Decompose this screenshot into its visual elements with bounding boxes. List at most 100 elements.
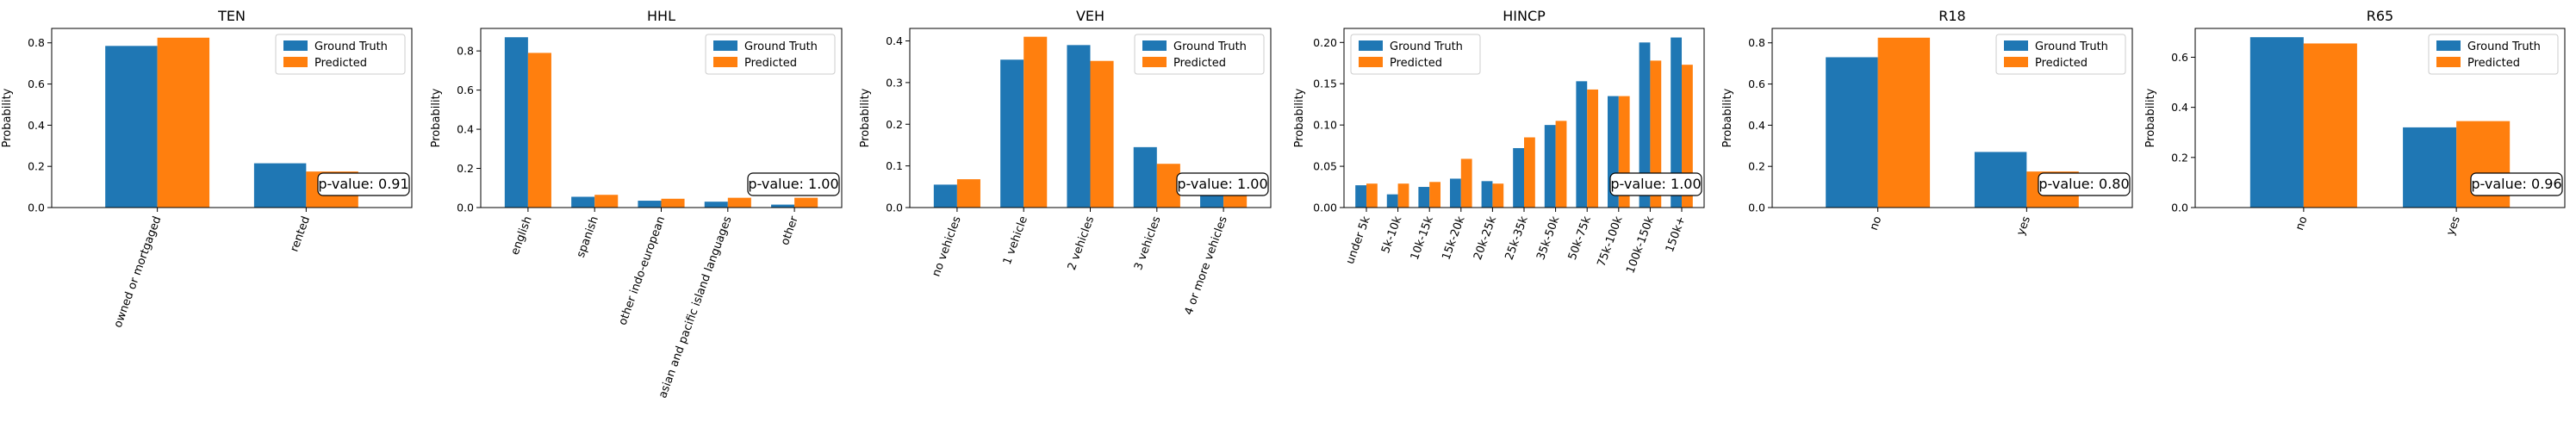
x-tick-label: 15k-20k bbox=[1440, 214, 1467, 262]
x-tick-label: 4 or more vehicles bbox=[1182, 214, 1229, 317]
chart-panel-r18: R18 Probability 0.0 0.2 0.4 0.6 0.8 no yes Ground… bbox=[1721, 8, 2133, 237]
y-tick-label: 0.4 bbox=[886, 34, 903, 47]
legend-label-ground-truth: Ground Truth bbox=[2467, 40, 2541, 53]
legend-label-predicted: Predicted bbox=[1173, 57, 1226, 70]
bar-ground-truth-9 bbox=[1639, 42, 1651, 208]
bar-ground-truth-1 bbox=[571, 196, 595, 208]
p-value-annotation: p-value: 1.00 bbox=[1177, 176, 1267, 192]
legend-swatch-predicted bbox=[2436, 57, 2461, 67]
bar-predicted-9 bbox=[1650, 60, 1662, 208]
x-tick-label: english bbox=[509, 214, 535, 257]
legend-label-ground-truth: Ground Truth bbox=[2035, 40, 2108, 53]
legend-label-ground-truth: Ground Truth bbox=[314, 40, 388, 53]
legend-swatch-ground-truth bbox=[713, 40, 737, 51]
bar-ground-truth-1 bbox=[1000, 59, 1024, 208]
y-tick-label: 0.6 bbox=[457, 84, 474, 96]
x-tick-label: 10k-15k bbox=[1409, 214, 1436, 262]
y-tick-label: 0.2 bbox=[886, 118, 903, 131]
p-value-annotation: p-value: 0.80 bbox=[2038, 176, 2129, 192]
p-value-annotation: p-value: 1.00 bbox=[1610, 176, 1701, 192]
bar-ground-truth-4 bbox=[771, 204, 795, 208]
p-value-box bbox=[317, 172, 410, 196]
legend: Ground Truth Predicted bbox=[275, 34, 406, 75]
y-tick-label: 0.0 bbox=[2171, 202, 2188, 214]
bar-predicted-0 bbox=[956, 179, 980, 208]
legend-swatch-predicted bbox=[1359, 57, 1383, 67]
x-tick-label: 1 vehicle bbox=[1001, 214, 1030, 266]
y-tick-label: 0.2 bbox=[2171, 151, 2188, 164]
axes-frame bbox=[51, 28, 413, 208]
y-tick-label: 0.8 bbox=[28, 36, 45, 49]
bar-predicted-2 bbox=[1090, 60, 1114, 208]
bar-ground-truth-2 bbox=[638, 201, 662, 208]
p-value-box bbox=[2470, 172, 2563, 196]
y-axis-label: Probability bbox=[1293, 88, 1306, 147]
legend: Ground Truth Predicted bbox=[1350, 34, 1481, 75]
bar-ground-truth-3 bbox=[1449, 178, 1461, 208]
legend: Ground Truth Predicted bbox=[1995, 34, 2126, 75]
legend-box bbox=[1995, 34, 2126, 75]
bar-predicted-3 bbox=[727, 197, 751, 208]
x-tick-label: no vehicles bbox=[930, 214, 963, 278]
legend-box bbox=[275, 34, 406, 75]
bar-predicted-4 bbox=[1492, 183, 1504, 208]
bar-predicted-1 bbox=[1397, 183, 1409, 208]
bar-ground-truth-0 bbox=[105, 46, 158, 208]
y-tick-label: 0.8 bbox=[1748, 36, 1765, 49]
x-tick-label: yes bbox=[2014, 214, 2033, 237]
y-axis-label: Probability bbox=[2144, 88, 2157, 147]
legend-box bbox=[1134, 34, 1265, 75]
axes-frame bbox=[1771, 28, 2133, 208]
legend-box bbox=[1350, 34, 1481, 75]
bar-predicted-2 bbox=[661, 198, 685, 208]
chart-title: R65 bbox=[2367, 8, 2393, 24]
legend-swatch-predicted bbox=[283, 57, 308, 67]
legend-label-predicted: Predicted bbox=[2035, 57, 2088, 70]
bar-predicted-1 bbox=[594, 195, 619, 208]
chart-title: HINCP bbox=[1503, 8, 1546, 24]
bar-ground-truth-0 bbox=[2249, 37, 2304, 208]
axes-frame bbox=[2194, 28, 2566, 208]
y-tick-label: 0.6 bbox=[28, 78, 45, 90]
legend-label-predicted: Predicted bbox=[744, 57, 797, 70]
y-tick-label: 0.2 bbox=[1748, 160, 1765, 173]
y-tick-label: 0.4 bbox=[2171, 101, 2188, 114]
y-tick-label: 0.2 bbox=[457, 162, 474, 175]
y-tick-label: 0.0 bbox=[886, 202, 903, 214]
chart-panel-hincp: HINCP Probability 0.00 0.05 0.10 0.15 0.20 unde… bbox=[1293, 8, 1705, 276]
legend-swatch-ground-truth bbox=[2004, 40, 2028, 51]
x-tick-label: owned or mortgaged bbox=[112, 214, 165, 329]
bar-ground-truth-3 bbox=[1133, 146, 1157, 208]
legend: Ground Truth Predicted bbox=[2428, 34, 2559, 75]
y-tick-label: 0.4 bbox=[28, 119, 45, 132]
chart-panel-hhl: HHL Probability 0.0 0.2 0.4 0.6 0.8 english span… bbox=[430, 8, 843, 400]
x-tick-label: 20k-25k bbox=[1472, 214, 1499, 262]
x-tick-label: under 5k bbox=[1344, 214, 1373, 266]
legend-swatch-ground-truth bbox=[1142, 40, 1167, 51]
bar-ground-truth-2 bbox=[1418, 187, 1430, 208]
bar-ground-truth-0 bbox=[1826, 57, 1878, 208]
y-tick-label: 0.4 bbox=[1748, 119, 1765, 132]
p-value-box bbox=[2038, 172, 2131, 196]
y-axis-label: Probability bbox=[1721, 88, 1734, 147]
y-tick-label: 0.10 bbox=[1313, 119, 1337, 132]
bar-predicted-0 bbox=[1877, 37, 1931, 208]
legend: Ground Truth Predicted bbox=[1134, 34, 1265, 75]
chart-title: HHL bbox=[647, 8, 675, 24]
bar-predicted-3 bbox=[1156, 164, 1180, 208]
bar-predicted-0 bbox=[527, 53, 551, 208]
bar-ground-truth-3 bbox=[704, 202, 728, 208]
legend-swatch-predicted bbox=[1142, 57, 1167, 67]
bar-ground-truth-1 bbox=[2403, 127, 2457, 208]
x-tick-label: 3 vehicles bbox=[1132, 214, 1164, 272]
x-tick-label: 50k-75k bbox=[1566, 214, 1594, 262]
y-tick-label: 0.0 bbox=[457, 202, 474, 214]
legend: Ground Truth Predicted bbox=[705, 34, 836, 75]
bar-predicted-5 bbox=[1524, 137, 1535, 208]
bar-predicted-0 bbox=[157, 37, 210, 208]
x-tick-label: 5k-10k bbox=[1379, 214, 1404, 255]
x-tick-label: spanish bbox=[575, 214, 601, 259]
chart-panel-veh: VEH Probability 0.0 0.1 0.2 0.3 0.4 no vehicles… bbox=[859, 8, 1272, 317]
legend-box bbox=[2428, 34, 2559, 75]
bar-predicted-3 bbox=[1460, 158, 1472, 208]
